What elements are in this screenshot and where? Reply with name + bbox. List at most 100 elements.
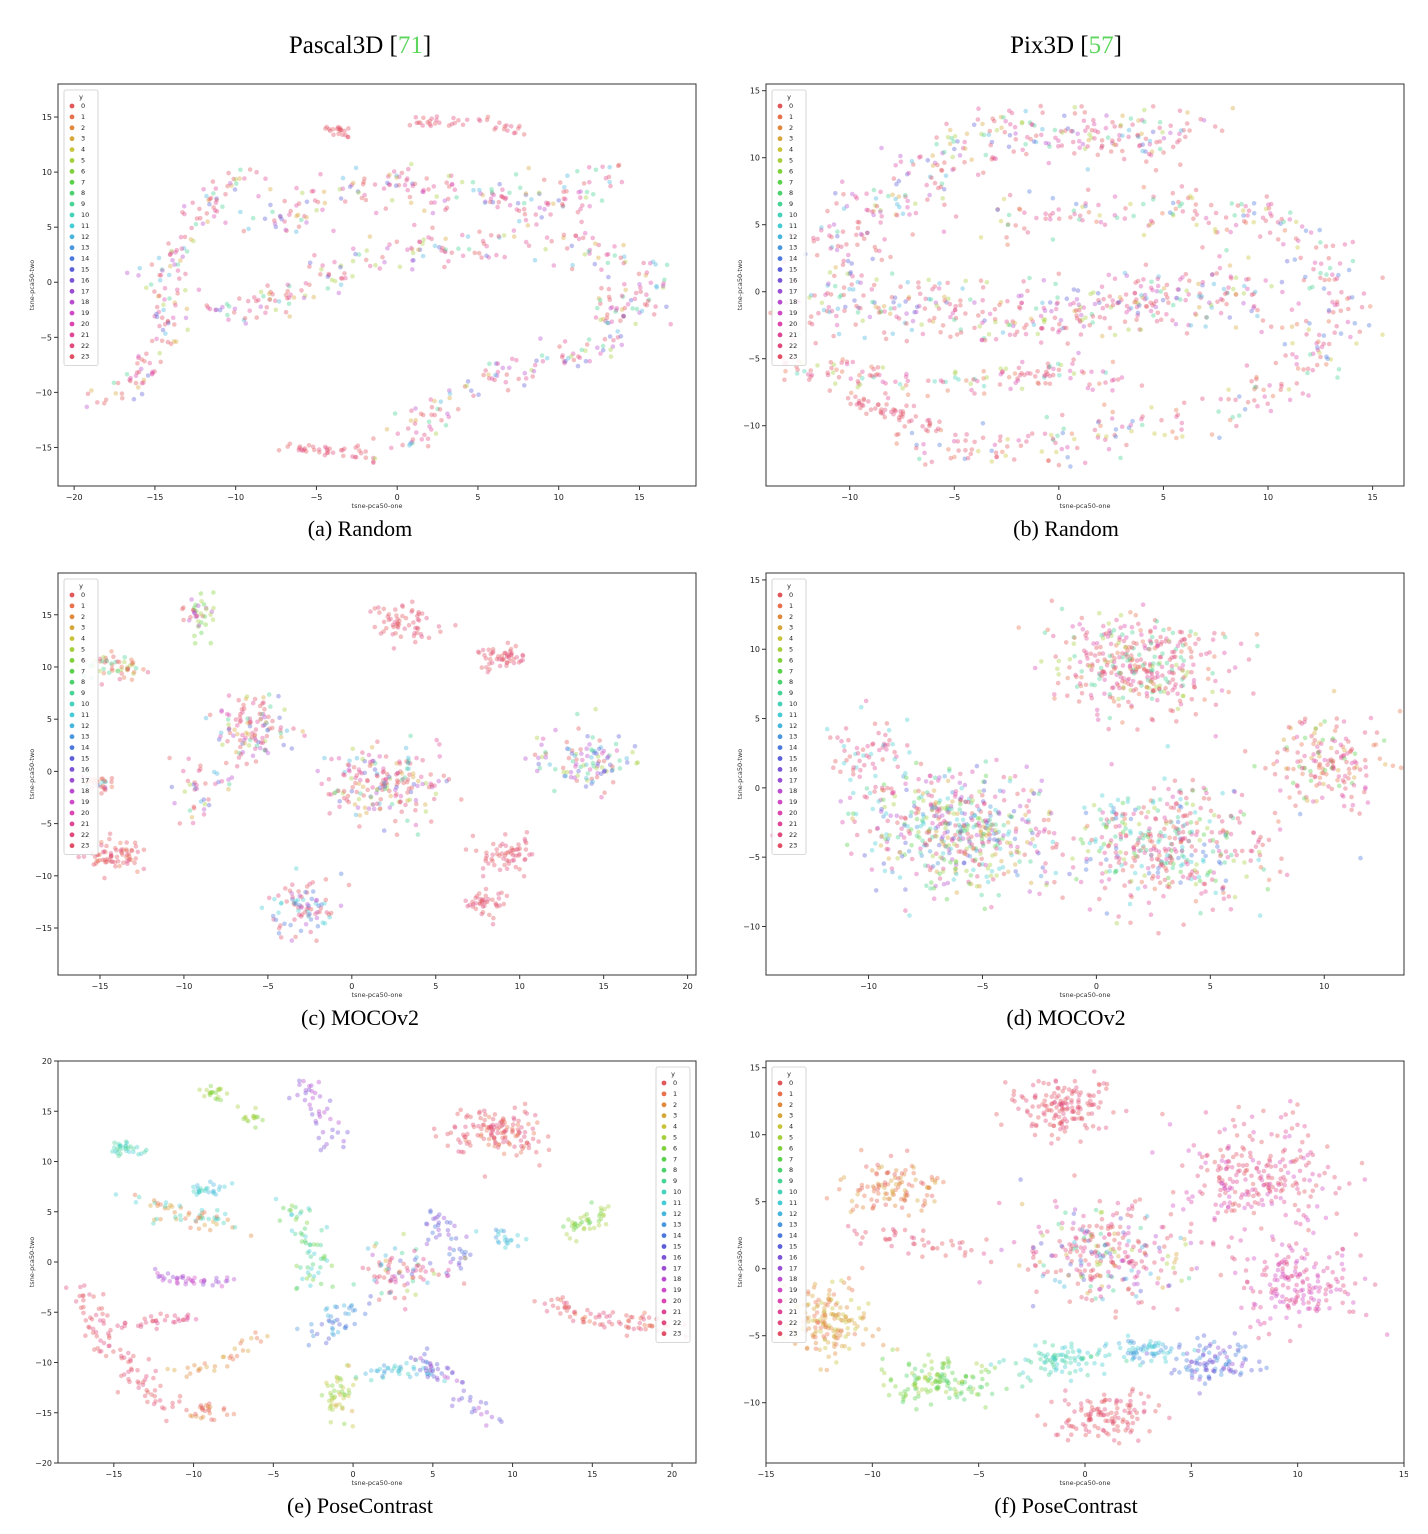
data-point [1097, 314, 1103, 320]
legend-marker [69, 658, 75, 663]
x-axis-label: tsne-pca50-one [352, 502, 403, 510]
data-point [1071, 371, 1077, 376]
data-point [595, 345, 600, 351]
data-point [453, 623, 458, 628]
data-point [1156, 931, 1161, 936]
data-point [1176, 287, 1181, 292]
data-point [1339, 792, 1345, 798]
data-point [831, 362, 837, 367]
data-point [942, 160, 947, 165]
data-point [819, 225, 824, 230]
data-point [947, 810, 952, 816]
data-point [496, 199, 502, 205]
data-point [253, 738, 259, 743]
data-point [284, 296, 290, 301]
data-point [417, 239, 422, 245]
data-point [1142, 850, 1147, 855]
data-point [1177, 277, 1183, 282]
citation-ref[interactable]: 57 [1088, 32, 1114, 59]
data-point [945, 388, 950, 393]
data-point [1185, 669, 1190, 675]
data-point [1200, 396, 1205, 402]
data-point [158, 359, 163, 365]
data-point [1214, 271, 1219, 276]
data-point [931, 813, 937, 819]
data-point [1190, 869, 1195, 874]
data-point [598, 301, 603, 306]
data-point [903, 383, 909, 388]
citation-ref[interactable]: 71 [397, 32, 423, 59]
data-point [613, 309, 618, 314]
data-point [404, 766, 410, 771]
data-point [1120, 148, 1125, 154]
legend-item-label: 8 [81, 678, 85, 686]
data-point [1131, 640, 1136, 646]
data-point [263, 310, 268, 316]
data-point [184, 249, 190, 254]
data-point [1172, 685, 1177, 690]
data-point [287, 888, 293, 894]
data-point [434, 737, 440, 743]
data-point [927, 837, 933, 843]
data-point [300, 897, 306, 902]
data-point [1040, 326, 1045, 331]
data-point [1113, 142, 1119, 148]
data-point [1226, 894, 1232, 899]
data-point [1224, 227, 1230, 232]
data-point [598, 351, 603, 356]
data-point [958, 771, 963, 777]
data-point [1085, 848, 1091, 854]
data-point [384, 626, 389, 631]
data-point [981, 368, 986, 374]
data-point [584, 762, 589, 767]
legend-item-label: 1 [81, 602, 85, 610]
data-point [1303, 318, 1309, 324]
data-point [923, 842, 929, 848]
data-point [1220, 887, 1225, 892]
data-point [1154, 619, 1160, 624]
data-point [423, 780, 429, 786]
data-point [288, 292, 293, 298]
data-point [590, 779, 595, 784]
data-point [139, 380, 145, 386]
data-point [624, 760, 630, 765]
data-point [110, 668, 115, 673]
data-point [1337, 261, 1343, 266]
data-point [988, 804, 993, 809]
data-point [1171, 861, 1176, 867]
data-point [869, 867, 875, 872]
data-point [1170, 318, 1175, 323]
data-point [956, 448, 961, 453]
data-point [189, 815, 195, 820]
data-point [289, 938, 295, 943]
data-point [1349, 807, 1354, 813]
data-point [1224, 248, 1229, 253]
data-point [606, 274, 611, 280]
data-point [1050, 326, 1055, 332]
data-point [948, 334, 953, 340]
data-point [587, 251, 592, 256]
data-point [1165, 860, 1170, 866]
data-point [1346, 306, 1351, 312]
x-tick-label: 10 [1319, 982, 1329, 991]
data-point [926, 830, 932, 835]
data-point [1075, 131, 1080, 137]
data-point [615, 335, 621, 340]
data-point [1191, 216, 1196, 221]
data-point [240, 741, 245, 746]
data-point [1147, 831, 1153, 837]
data-point [945, 778, 951, 784]
data-point [1344, 759, 1349, 765]
data-point [944, 300, 949, 305]
data-point [644, 302, 650, 308]
data-point [421, 187, 427, 193]
data-point [297, 893, 303, 899]
data-point [1022, 852, 1027, 857]
data-point [618, 255, 624, 261]
data-point [484, 253, 489, 259]
scatter-points [768, 103, 1385, 469]
data-point [352, 454, 358, 460]
data-point [351, 180, 356, 186]
data-point [854, 232, 859, 238]
legend-marker [777, 201, 783, 207]
